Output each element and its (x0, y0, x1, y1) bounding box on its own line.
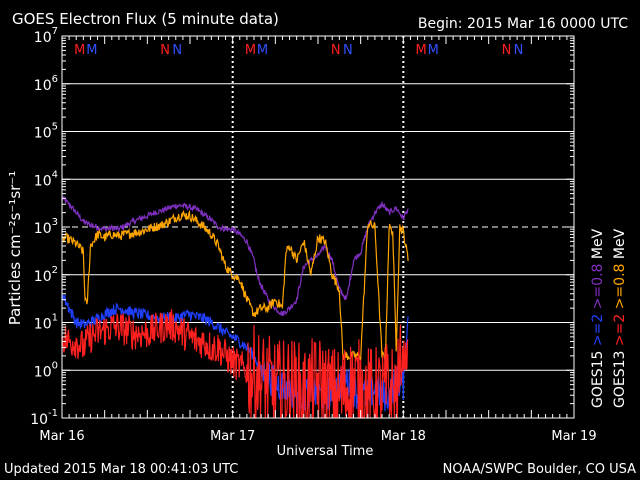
orbit-marker: N (343, 43, 353, 58)
orbit-marker: N (502, 43, 512, 58)
legend-entry-goes13: GOES13 >=2 >=0.8 MeV (612, 228, 628, 408)
y-tick-label: 104 (34, 169, 58, 189)
y-tick-label: 10-1 (30, 408, 58, 428)
x-tick-label: Mar 17 (210, 429, 255, 444)
y-tick-label: 106 (34, 74, 58, 94)
orbit-marker: N (331, 43, 341, 58)
y-tick-label: 101 (34, 313, 58, 333)
orbit-marker: N (160, 43, 170, 58)
series-line-3 (61, 309, 409, 420)
legend: GOES15 >=2 >=0.8 MeV GOES13 >=2 >=0.8 MeV (590, 228, 628, 408)
orbit-marker: M (74, 43, 85, 58)
x-tick-label: Mar 16 (39, 429, 84, 444)
x-tick-label: Mar 18 (381, 429, 426, 444)
y-axis-label: Particles cm⁻²s⁻¹sr⁻¹ (6, 171, 24, 325)
orbit-marker: M (416, 43, 427, 58)
orbit-marker: N (514, 43, 524, 58)
y-tick-label: 100 (34, 360, 58, 380)
x-tick-label: Mar 19 (551, 429, 596, 444)
x-axis-label: Universal Time (277, 444, 374, 459)
begin-time: Begin: 2015 Mar 16 0000 UTC (418, 16, 628, 32)
credit: NOAA/SWPC Boulder, CO USA (443, 462, 636, 477)
orbit-marker: M (245, 43, 256, 58)
updated-time: Updated 2015 Mar 18 00:41:03 UTC (4, 462, 238, 477)
legend-entry-goes15: GOES15 >=2 >=0.8 MeV (590, 228, 606, 408)
y-tick-label: 103 (34, 217, 58, 237)
orbit-marker: N (172, 43, 182, 58)
y-tick-label: 102 (34, 265, 58, 285)
orbit-marker: M (428, 43, 439, 58)
series-line-0 (61, 194, 409, 317)
y-tick-label: 107 (34, 26, 58, 46)
y-tick-label: 105 (34, 122, 58, 142)
chart-title: GOES Electron Flux (5 minute data) (12, 10, 279, 28)
orbit-marker: M (257, 43, 268, 58)
orbit-marker: M (86, 43, 97, 58)
